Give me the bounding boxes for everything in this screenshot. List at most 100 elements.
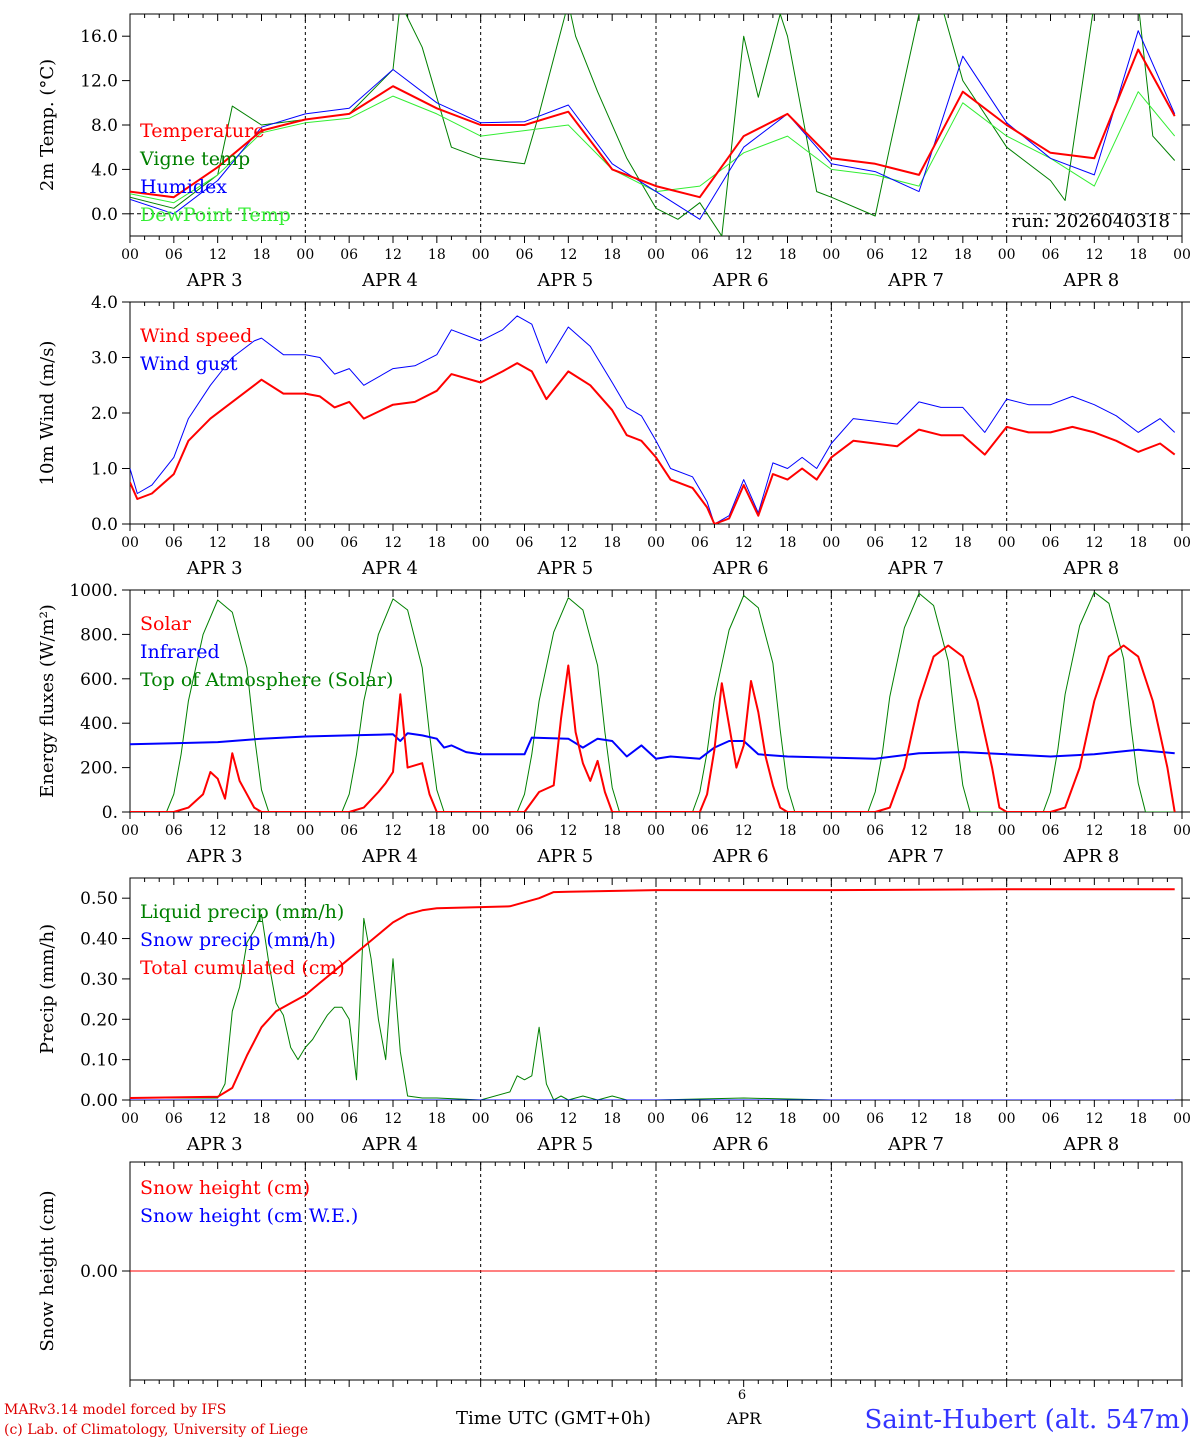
x-tick-label: 06 <box>1042 247 1060 263</box>
y-tick-label: 2.0 <box>91 404 118 424</box>
x-tick-label: 18 <box>954 247 972 263</box>
day-label: APR 3 <box>186 846 243 867</box>
legend-snow-height-cm-: Snow height (cm) <box>140 1177 310 1199</box>
y-tick-label: 16.0 <box>80 27 118 47</box>
x-tick-label: 18 <box>253 823 271 839</box>
x-tick-label: 06 <box>165 247 183 263</box>
x-tick-label: 00 <box>647 823 665 839</box>
x-tick-label: 18 <box>1129 247 1147 263</box>
x-tick-label: 06 <box>165 1111 183 1127</box>
x-tick-label: 06 <box>516 535 534 551</box>
series-group <box>130 14 1176 236</box>
x-tick-label: 12 <box>1085 1111 1103 1127</box>
series-line-solar <box>130 644 1176 812</box>
x-tick-label: 06 <box>691 1111 709 1127</box>
station-name: Saint-Hubert (alt. 547m) <box>864 1405 1190 1435</box>
legend-wind-speed: Wind speed <box>140 325 252 347</box>
x-tick-label: 00 <box>296 247 314 263</box>
day-label: APR 3 <box>186 1134 243 1155</box>
y-tick-label: 3.0 <box>91 349 118 369</box>
y-tick-label: 1.0 <box>91 460 118 480</box>
x-tick-label: 00 <box>121 535 139 551</box>
x-tick-label: 12 <box>559 1111 577 1127</box>
x-tick-label: 18 <box>1129 535 1147 551</box>
x-tick-label: 18 <box>779 535 797 551</box>
day-label: APR 4 <box>361 558 418 579</box>
series-line-top-of-atmosphere-solar- <box>130 591 1175 812</box>
series-group <box>130 315 1176 524</box>
panel-5: 0.00 Snow height (cm) Snow height (cm) Snow… <box>37 1161 1190 1387</box>
x-tick-label: 18 <box>253 1111 271 1127</box>
y-tick-label: 0. <box>102 803 118 823</box>
credit-line-1: MARv3.14 model forced by IFS <box>4 1402 226 1418</box>
legend-infrared: Infrared <box>140 641 220 663</box>
day-label: APR 5 <box>536 558 593 579</box>
y-tick-label: 200. <box>80 759 118 779</box>
legend-solar: Solar <box>140 613 192 635</box>
x-tick-label: 18 <box>603 247 621 263</box>
y-tick-label: 600. <box>80 670 118 690</box>
x-tick-label: 18 <box>1129 1111 1147 1127</box>
y-axis-label: 2m Temp. (°C) <box>37 59 58 191</box>
x-tick-label: 18 <box>779 823 797 839</box>
y-tick-label: 0.40 <box>80 930 118 950</box>
x-tick-label: 12 <box>910 823 928 839</box>
day-label: APR 6 <box>712 558 769 579</box>
x-tick-label: 00 <box>296 823 314 839</box>
series-line-temperature <box>130 48 1176 199</box>
x-tick-label: 06 <box>165 823 183 839</box>
x-tick-label: 00 <box>121 1111 139 1127</box>
x-tick-label: 06 <box>866 1111 884 1127</box>
x-tick-label: 18 <box>954 1111 972 1127</box>
day-label: APR 5 <box>536 1134 593 1155</box>
x-tick-label: 06 <box>866 247 884 263</box>
x-tick-label: 06 <box>1042 535 1060 551</box>
x-tick-label: 12 <box>559 823 577 839</box>
day-label: APR 7 <box>887 1134 944 1155</box>
y-tick-label: 12.0 <box>80 72 118 92</box>
credit-line-2: (c) Lab. of Climatology, University of L… <box>4 1422 308 1438</box>
legend-wind-gust: Wind gust <box>140 353 238 375</box>
x-tick-label: 00 <box>296 535 314 551</box>
day-label: APR 6 <box>712 270 769 291</box>
day-label: APR 4 <box>361 1134 418 1155</box>
x-tick-label: 12 <box>910 247 928 263</box>
x-tick-label: 12 <box>910 535 928 551</box>
legend-humidex: Humidex <box>140 176 227 198</box>
x-tick-label: 00 <box>647 247 665 263</box>
day-label: APR 7 <box>887 558 944 579</box>
x-tick-label: 18 <box>779 247 797 263</box>
series-line-infrared <box>130 732 1175 760</box>
x-tick-label: 18 <box>428 1111 446 1127</box>
x-tick-label: 12 <box>1085 535 1103 551</box>
x-tick-label: 00 <box>647 1111 665 1127</box>
x-tick-label: 12 <box>384 535 402 551</box>
x-tick-label: 06 <box>340 247 358 263</box>
y-tick-label: 0.00 <box>80 1091 118 1111</box>
x-tick-label: 12 <box>735 247 753 263</box>
day-label: APR 5 <box>536 846 593 867</box>
x-tick-label: 06 <box>691 247 709 263</box>
legend-total-cumulated-cm-: Total cumulated (cm) <box>140 957 345 979</box>
x-tick-label: 18 <box>253 247 271 263</box>
legend-vigne-temp: Vigne temp <box>139 148 250 170</box>
x-tick-label: 18 <box>253 535 271 551</box>
x-tick-label: 12 <box>384 1111 402 1127</box>
day-label: APR 8 <box>1062 1134 1119 1155</box>
x-tick-label: 18 <box>603 823 621 839</box>
x-tick-label: 00 <box>998 1111 1016 1127</box>
x-tick-label: 00 <box>296 1111 314 1127</box>
series-line-wind-speed <box>130 362 1176 524</box>
x-tick-label: 18 <box>603 535 621 551</box>
day-label: APR 6 <box>712 846 769 867</box>
y-tick-label: 1000. <box>69 581 118 601</box>
y-tick-label: 0.50 <box>80 889 118 909</box>
y-tick-label: 0.10 <box>80 1051 118 1071</box>
x-tick-label: 12 <box>209 535 227 551</box>
x-tick-label: 12 <box>735 535 753 551</box>
y-tick-label: 8.0 <box>91 116 118 136</box>
y-tick-label: 800. <box>80 625 118 645</box>
day-label: APR 5 <box>536 270 593 291</box>
